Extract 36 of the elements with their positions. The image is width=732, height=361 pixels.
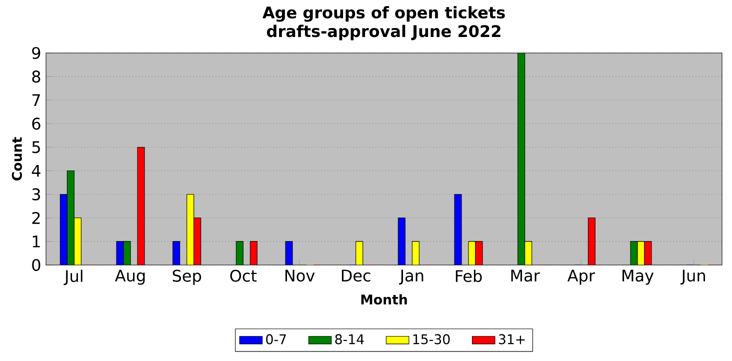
legend-label: 15-30 bbox=[413, 334, 450, 344]
x-tick-label: Jan bbox=[399, 270, 424, 285]
legend-label: 0-7 bbox=[266, 334, 286, 344]
x-axis-title: Month bbox=[361, 294, 407, 305]
legend-label: 31+ bbox=[498, 334, 525, 344]
y-tick-label: 1 bbox=[32, 236, 40, 248]
bar bbox=[588, 218, 596, 265]
y-axis-title: Count bbox=[12, 137, 22, 180]
y-tick-label: 5 bbox=[32, 141, 40, 154]
x-tick-label: Feb bbox=[456, 270, 482, 282]
chart-title: Age groups of open tickets bbox=[262, 6, 505, 22]
x-tick-label: Aug bbox=[115, 270, 145, 285]
x-tick-label: Dec bbox=[342, 270, 370, 282]
legend-label: 8-14 bbox=[335, 334, 364, 344]
chart-subtitle: drafts-approval June 2022 bbox=[266, 24, 500, 40]
x-tick-label: Sep bbox=[172, 270, 202, 285]
x-tick-label: Nov bbox=[285, 270, 315, 282]
x-tick-label: Apr bbox=[567, 270, 596, 285]
bar bbox=[66, 170, 74, 265]
x-tick-label: Jul bbox=[64, 270, 82, 286]
y-tick-label: 7 bbox=[32, 94, 40, 106]
x-tick-label: May bbox=[622, 270, 654, 285]
x-tick-label: Jun bbox=[680, 270, 705, 285]
bar bbox=[398, 218, 406, 265]
x-tick-label: Mar bbox=[511, 270, 540, 282]
y-tick-label: 0 bbox=[32, 258, 40, 272]
bar bbox=[194, 218, 202, 265]
y-tick-label: 9 bbox=[32, 46, 40, 60]
y-tick-label: 3 bbox=[32, 188, 40, 200]
bar bbox=[518, 53, 526, 265]
y-tick-label: 6 bbox=[32, 118, 40, 130]
bar bbox=[60, 194, 68, 265]
y-tick-label: 4 bbox=[32, 164, 40, 177]
y-tick-label: 8 bbox=[32, 70, 40, 83]
y-tick-label: 2 bbox=[32, 212, 40, 224]
x-tick-label: Oct bbox=[230, 270, 257, 282]
